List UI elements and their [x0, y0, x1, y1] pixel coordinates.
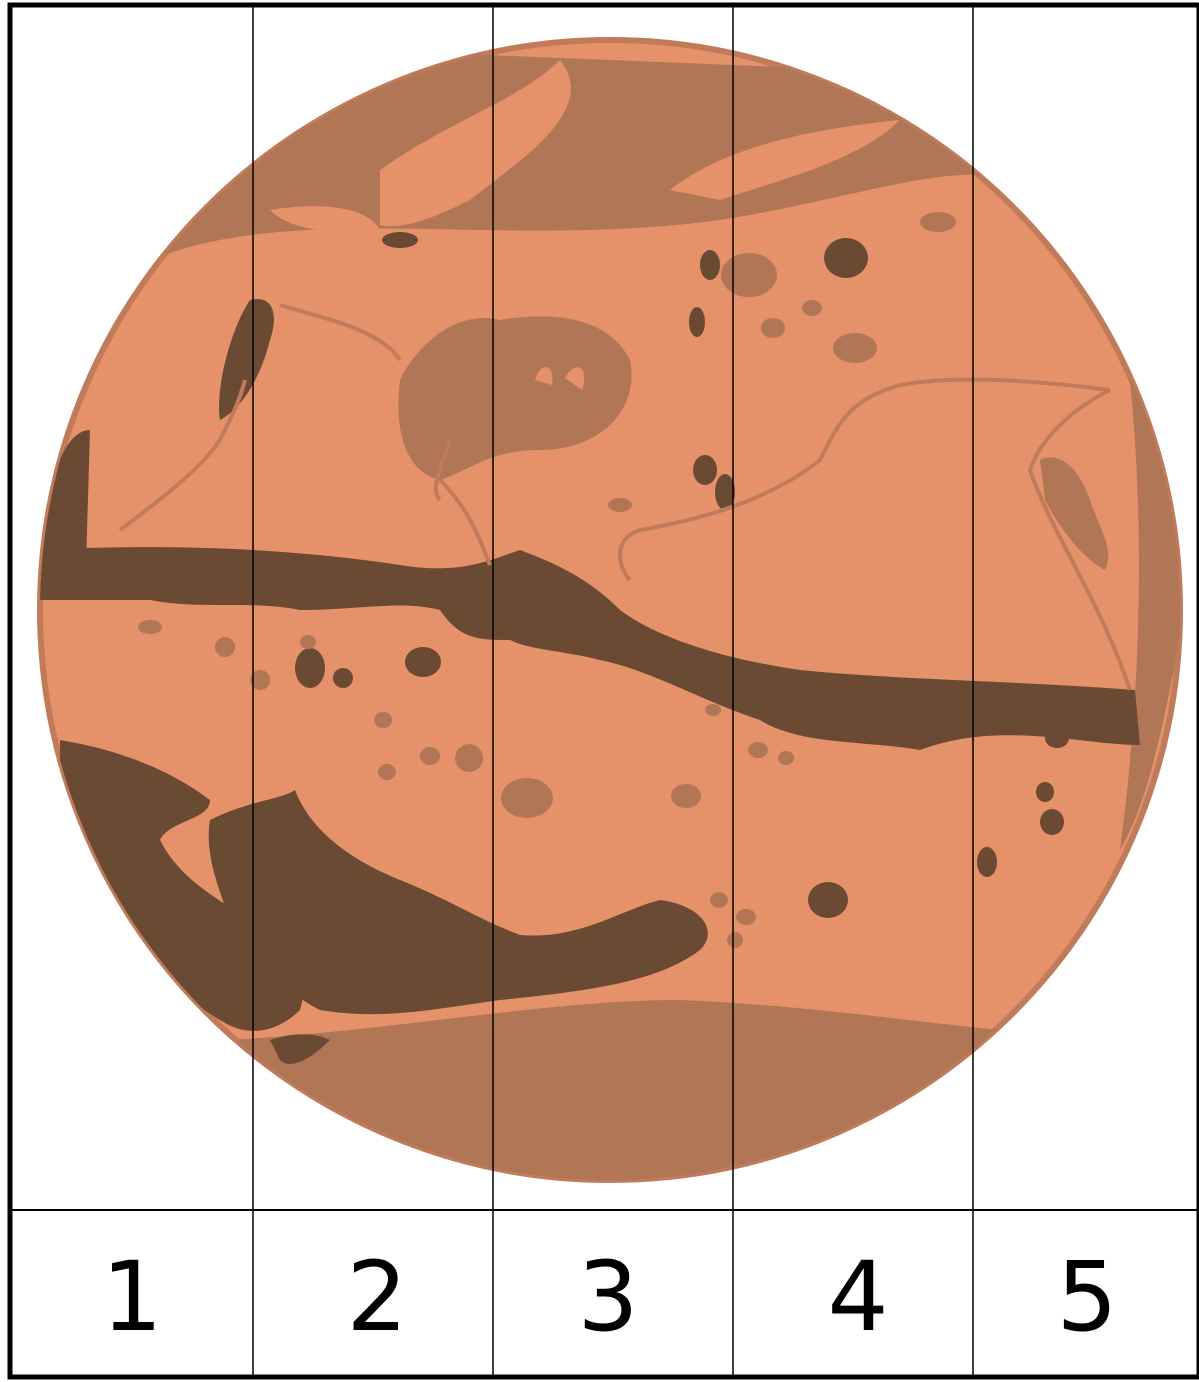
south-lower-dark	[270, 1034, 330, 1064]
west-limb-shade	[40, 430, 90, 600]
dark-spots	[295, 232, 1069, 918]
north-highlight	[380, 60, 571, 227]
mid-spots	[138, 212, 956, 948]
strip-number-5: 5	[1056, 1241, 1117, 1353]
northern-mid-region	[398, 316, 632, 480]
western-dark-streak	[219, 299, 274, 420]
strip-number-3: 3	[577, 1241, 638, 1353]
mars-planet-icon	[37, 37, 1183, 1183]
north-highlight-2	[670, 120, 900, 200]
puzzle-grid	[7, 2, 1199, 1380]
strip-number-1: 1	[101, 1241, 162, 1353]
outer-border	[7, 2, 1199, 1380]
strip-number-row: 1 2 3 4 5	[101, 1241, 1117, 1353]
equatorial-dark-band	[85, 547, 1140, 750]
southern-dark-mass	[208, 790, 708, 1015]
surface-lines	[118, 303, 1132, 691]
eastern-mid-streak	[1040, 457, 1109, 570]
crater-spot-1	[535, 367, 553, 385]
southern-dark-region	[60, 740, 303, 1031]
strip-number-2: 2	[346, 1241, 407, 1353]
crater-spot-2	[565, 367, 585, 390]
north-band-highlight	[270, 206, 380, 232]
strip-number-4: 4	[827, 1241, 888, 1353]
